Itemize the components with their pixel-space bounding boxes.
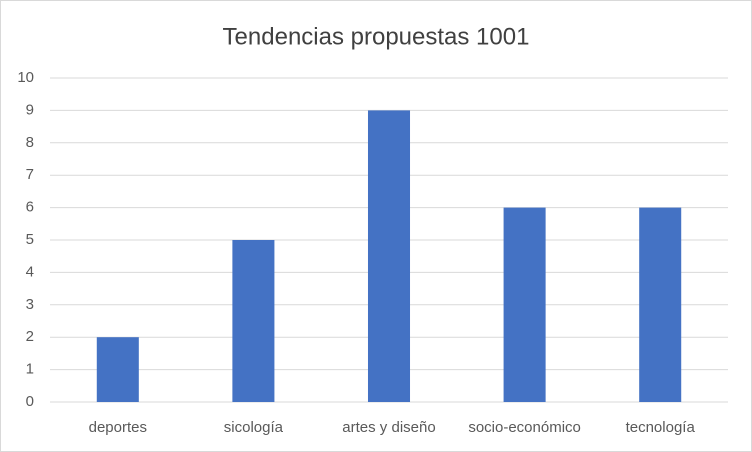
x-tick-label: artes y diseño xyxy=(342,419,435,436)
bar xyxy=(232,240,275,402)
x-tick-label: sicología xyxy=(224,419,284,436)
y-tick-label: 0 xyxy=(26,393,34,410)
y-tick-label: 2 xyxy=(26,328,34,345)
bar xyxy=(503,207,546,402)
y-tick-label: 5 xyxy=(26,231,34,248)
bar xyxy=(96,337,139,402)
bar xyxy=(367,110,411,403)
x-tick-label: tecnología xyxy=(626,419,696,436)
y-tick-label: 3 xyxy=(26,296,34,313)
y-tick-label: 10 xyxy=(17,69,34,86)
y-tick-label: 7 xyxy=(26,166,34,183)
y-tick-label: 1 xyxy=(26,361,34,378)
y-tick-label: 4 xyxy=(26,263,34,280)
y-tick-label: 6 xyxy=(26,199,34,216)
y-tick-label: 9 xyxy=(26,101,34,118)
chart-title: Tendencias propuestas 1001 xyxy=(223,23,530,50)
bar xyxy=(639,207,682,402)
y-tick-label: 8 xyxy=(26,134,34,151)
x-tick-label: socio-económico xyxy=(468,419,581,436)
x-tick-label: deportes xyxy=(89,419,147,436)
